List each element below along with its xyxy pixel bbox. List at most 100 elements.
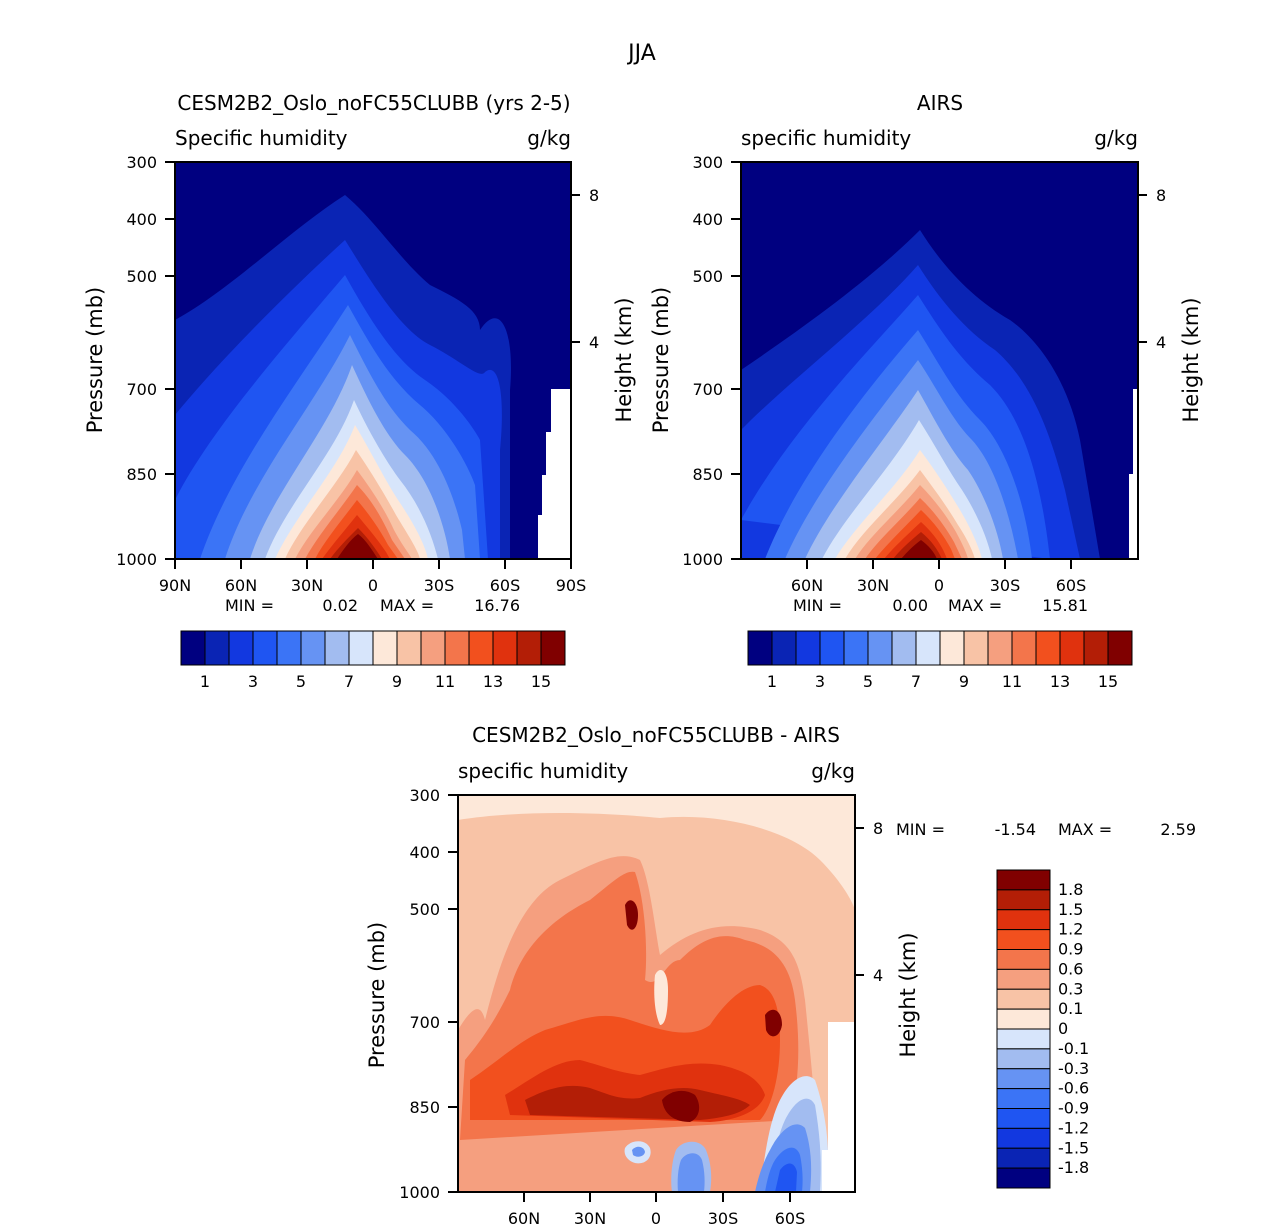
panel-difference-variable-label: specific humidity	[458, 759, 628, 783]
panel-airs-yaxis: 300 400 500 700 850 1000 Pressure (mb) 8…	[649, 153, 1203, 569]
y2tick-label: 8	[1156, 186, 1166, 205]
ytick-label: 400	[126, 210, 157, 229]
colorbar-swatch	[939, 630, 965, 666]
colorbar-swatch	[252, 630, 278, 666]
contour-0-tongue	[654, 970, 668, 1025]
ytick-label: 850	[409, 1098, 440, 1117]
xtick-label: 30S	[424, 576, 455, 595]
y2tick-label: 4	[1156, 333, 1166, 352]
xtick-label: 90N	[159, 576, 191, 595]
max-label: MAX =	[948, 596, 1002, 615]
colorbar-swatch	[819, 630, 845, 666]
colorbar-label: 0	[1058, 1019, 1068, 1038]
panel-model: CESM2B2_Oslo_noFC55CLUBB (yrs 2-5) Speci…	[83, 91, 636, 691]
colorbar-swatch	[996, 1028, 1051, 1050]
colorbar-label: 1	[767, 672, 777, 691]
colorbar-airs: 1 3 5 7 9 11 13 15	[747, 630, 1133, 691]
panel-airs-xaxis: 60N 30N 0 30S 60S	[791, 559, 1086, 595]
panel-difference-plot-area	[457, 794, 856, 1193]
xtick-label: 0	[368, 576, 378, 595]
colorbar-swatch	[228, 630, 254, 666]
colorbar-label: 5	[296, 672, 306, 691]
contour-1.8	[662, 1090, 700, 1122]
colorbar-swatch	[372, 630, 398, 666]
y2tick-label: 4	[589, 333, 599, 352]
min-label: MIN =	[793, 596, 842, 615]
min-value: 0.00	[892, 596, 928, 615]
colorbar-swatch	[996, 1147, 1051, 1169]
ytick-label: 400	[409, 843, 440, 862]
ytick-label: 500	[126, 267, 157, 286]
panel-airs-variable-label: specific humidity	[741, 126, 911, 150]
y2axis-title: Height (km)	[612, 297, 636, 422]
ytick-label: 500	[409, 900, 440, 919]
colorbar-swatch	[987, 630, 1013, 666]
missing-data	[1129, 389, 1138, 559]
panel-model-variable-label: Specific humidity	[175, 126, 348, 150]
panel-airs: AIRS specific humidity g/kg	[649, 91, 1203, 691]
colorbar-swatch	[915, 630, 941, 666]
colorbar-swatch	[996, 1088, 1051, 1109]
ytick-label: 1000	[399, 1183, 440, 1202]
yaxis-title: Pressure (mb)	[365, 922, 389, 1069]
ytick-label: 400	[692, 210, 723, 229]
panel-difference-yaxis: 300 400 500 700 850 1000 Pressure (mb) 8…	[365, 786, 920, 1202]
colorbar-label: 11	[435, 672, 455, 691]
ytick-label: 850	[126, 465, 157, 484]
colorbar-swatch	[420, 630, 446, 666]
colorbar-label: 0.9	[1058, 940, 1083, 959]
colorbar-label: 3	[815, 672, 825, 691]
colorbar-label: 9	[959, 672, 969, 691]
y2axis-title: Height (km)	[1179, 297, 1203, 422]
colorbar-label: 11	[1002, 672, 1022, 691]
xtick-label: 30S	[990, 576, 1021, 595]
colorbar-swatch	[996, 1048, 1051, 1070]
max-value: 2.59	[1160, 820, 1196, 839]
colorbar-swatch	[867, 630, 893, 666]
colorbar-label: 7	[344, 672, 354, 691]
contour-neg-1.2	[775, 1163, 797, 1192]
panel-difference-units-label: g/kg	[811, 759, 855, 783]
colorbar-label: 0.1	[1058, 999, 1083, 1018]
ytick-label: 1000	[116, 550, 157, 569]
min-value: -1.54	[995, 820, 1036, 839]
colorbar-swatch	[996, 1008, 1051, 1030]
colorbar-swatch	[996, 949, 1051, 970]
missing-data	[538, 389, 571, 559]
colorbar-label: -0.6	[1058, 1079, 1089, 1098]
xtick-label: 60S	[490, 576, 521, 595]
colorbar-swatch	[843, 630, 869, 666]
ytick-label: 300	[409, 786, 440, 805]
colorbar-swatch	[996, 909, 1051, 931]
panel-model-yaxis: 300 400 500 700 850 1000 Pressure (mb) 8…	[83, 153, 636, 569]
colorbar-label: -1.5	[1058, 1138, 1089, 1157]
colorbar-swatch	[468, 630, 494, 666]
colorbar-swatch	[276, 630, 302, 666]
ytick-label: 1000	[682, 550, 723, 569]
colorbar-label: 15	[531, 672, 551, 691]
panel-airs-units-label: g/kg	[1094, 126, 1138, 150]
min-label: MIN =	[225, 596, 274, 615]
colorbar-swatch	[996, 1068, 1051, 1090]
colorbar-swatch	[300, 630, 326, 666]
colorbar-label: 15	[1098, 672, 1118, 691]
colorbar-swatch	[204, 630, 230, 666]
colorbar-swatch	[996, 1127, 1051, 1149]
min-value: 0.02	[322, 596, 358, 615]
colorbar-swatch	[996, 889, 1051, 911]
colorbar-swatch	[1083, 630, 1109, 666]
panel-difference-title: CESM2B2_Oslo_noFC55CLUBB - AIRS	[472, 723, 840, 747]
ytick-label: 700	[126, 380, 157, 399]
colorbar-model: 1 3 5 7 9 11 13 15	[180, 630, 566, 691]
colorbar-swatch	[492, 630, 518, 666]
y2axis-title: Height (km)	[896, 932, 920, 1057]
colorbar-swatch	[996, 869, 1051, 891]
colorbar-swatch	[795, 630, 821, 666]
colorbar-swatch	[540, 630, 566, 666]
y2tick-label: 8	[873, 819, 883, 838]
colorbar-label: 5	[863, 672, 873, 691]
y2tick-label: 8	[589, 186, 599, 205]
panel-airs-title: AIRS	[917, 91, 963, 115]
colorbar-swatch	[996, 929, 1051, 950]
